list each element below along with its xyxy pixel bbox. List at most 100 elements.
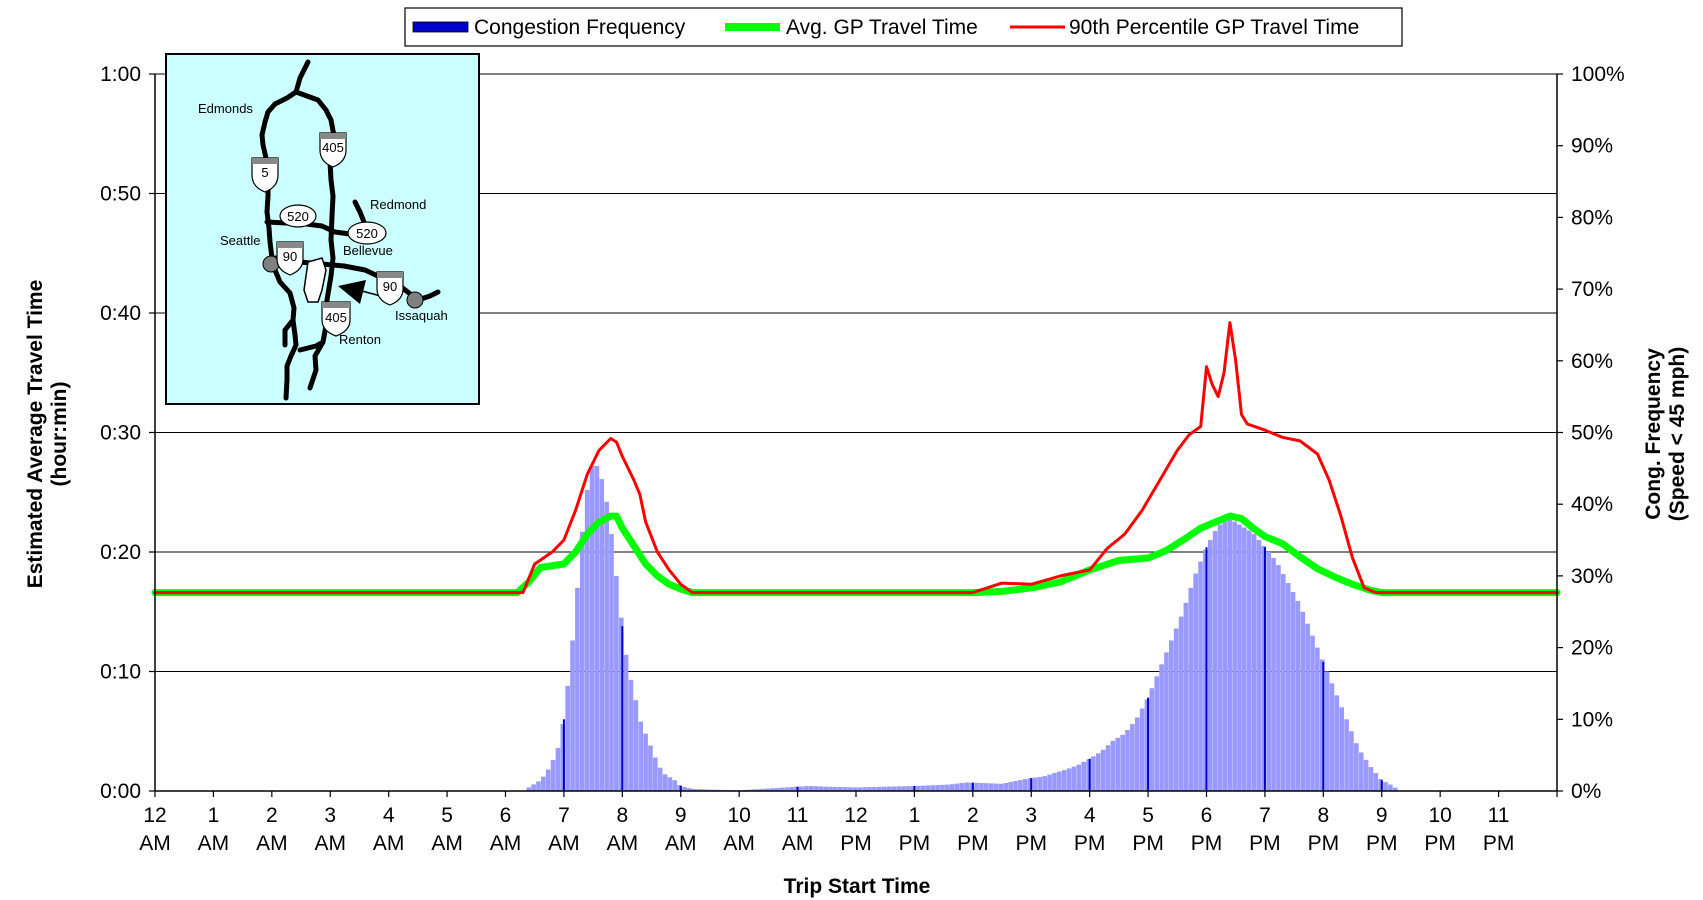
x-tick-label: 10 xyxy=(1428,804,1451,827)
y-right-tick-labels: 0% 10% 20% 30% 40% 50% 60% 70% 80% 90% 100% xyxy=(1571,63,1625,803)
congestion-bar xyxy=(881,786,887,791)
congestion-bar xyxy=(1349,731,1354,791)
congestion-bar xyxy=(901,786,906,791)
congestion-bar xyxy=(1310,635,1315,791)
congestion-bar xyxy=(915,785,921,791)
y-left-axis-title: Estimated Average Travel Time (hour:min) xyxy=(24,280,71,589)
congestion-bar xyxy=(1227,518,1233,791)
congestion-bar xyxy=(1212,531,1218,791)
congestion-bar xyxy=(536,781,541,791)
congestion-bar xyxy=(1139,708,1145,791)
congestion-bar xyxy=(833,786,838,791)
congestion-bar xyxy=(988,783,994,791)
x-tick-label-period: PM xyxy=(840,832,872,855)
congestion-bar xyxy=(1271,557,1276,791)
congestion-bar xyxy=(526,787,532,791)
x-tick-label: 8 xyxy=(616,804,628,827)
congestion-bar xyxy=(1266,552,1271,791)
congestion-bar xyxy=(784,787,790,791)
x-tick-label-period: AM xyxy=(315,832,347,855)
x-tick-label-period: AM xyxy=(490,832,522,855)
congestion-bar xyxy=(862,787,867,791)
x-tick-label: 11 xyxy=(1488,804,1510,827)
destination-marker xyxy=(406,291,424,309)
svg-text:90: 90 xyxy=(283,249,297,264)
congestion-bar xyxy=(1013,781,1018,791)
x-tick-label: 11 xyxy=(787,804,809,827)
x-tick-label-period: PM xyxy=(1424,832,1456,855)
congestion-bar xyxy=(1057,771,1062,791)
x-tick-label: 5 xyxy=(441,804,453,827)
y-right-tick-label: 0% xyxy=(1571,780,1601,803)
congestion-bar xyxy=(1388,784,1393,791)
congestion-bar xyxy=(1052,773,1057,791)
congestion-bar xyxy=(969,782,975,791)
congestion-bar xyxy=(1110,740,1116,791)
svg-text:90: 90 xyxy=(383,279,397,294)
congestion-bar xyxy=(1120,734,1125,791)
x-tick-label-period: AM xyxy=(198,832,230,855)
y-left-tick-label: 0:40 xyxy=(100,302,141,325)
congestion-bar xyxy=(555,747,561,791)
congestion-bar xyxy=(687,788,692,791)
congestion-bar xyxy=(584,489,590,791)
x-tick-label-period: PM xyxy=(1366,832,1398,855)
congestion-bar xyxy=(886,786,892,791)
congestion-bar xyxy=(1222,521,1228,791)
congestion-bar xyxy=(1149,688,1155,791)
congestion-bar xyxy=(764,788,770,791)
congestion-bar xyxy=(847,787,853,791)
congestion-bar xyxy=(1125,730,1130,791)
congestion-bar xyxy=(653,757,658,791)
x-tick-label: 10 xyxy=(727,804,750,827)
congestion-bar xyxy=(803,786,809,791)
congestion-bar xyxy=(1027,778,1033,791)
legend-swatch-avg xyxy=(725,23,780,31)
x-tick-label: 12 xyxy=(143,804,166,827)
x-tick-label: 3 xyxy=(1025,804,1037,827)
congestion-bar xyxy=(1037,777,1043,791)
congestion-bar xyxy=(1115,737,1121,791)
x-tick-label-period: AM xyxy=(782,832,814,855)
x-tick-label: 2 xyxy=(967,804,979,827)
congestion-bar xyxy=(1032,777,1038,791)
svg-text:405: 405 xyxy=(322,140,344,155)
congestion-bar xyxy=(1178,616,1184,791)
x-tick-label-period: PM xyxy=(1483,832,1515,855)
congestion-bar xyxy=(657,767,663,791)
shield-90-east: 90 xyxy=(376,271,404,306)
congestion-bar xyxy=(1066,768,1072,791)
congestion-bar xyxy=(1144,699,1150,791)
congestion-bar xyxy=(828,786,833,791)
congestion-bar xyxy=(1363,759,1369,791)
congestion-bar xyxy=(628,679,634,791)
y-right-tick-label: 60% xyxy=(1571,350,1613,373)
congestion-bar xyxy=(1042,776,1048,791)
shield-520-east: 520 xyxy=(347,221,387,245)
x-tick-label-period: AM xyxy=(723,832,755,855)
x-tick-label: 1 xyxy=(208,804,220,827)
x-tick-label-period: PM xyxy=(1191,832,1223,855)
congestion-bar xyxy=(1003,783,1009,791)
congestion-bar xyxy=(789,787,794,791)
x-tick-label: 7 xyxy=(558,804,570,827)
congestion-bar xyxy=(1368,767,1374,791)
congestion-bar xyxy=(1169,640,1174,791)
congestion-bar xyxy=(808,786,814,791)
x-tick-label-period: AM xyxy=(139,832,171,855)
congestion-bar xyxy=(1047,774,1052,791)
x-tick-label-period: AM xyxy=(373,832,405,855)
svg-text:5: 5 xyxy=(261,165,268,180)
congestion-bar xyxy=(1315,647,1320,791)
x-tick-label: 8 xyxy=(1317,804,1329,827)
congestion-bar xyxy=(1246,530,1252,791)
congestion-bar xyxy=(945,784,950,791)
congestion-bar xyxy=(867,787,872,791)
congestion-bar xyxy=(1305,623,1310,791)
congestion-bar xyxy=(1251,534,1257,791)
legend-label-p90: 90th Percentile GP Travel Time xyxy=(1069,16,1359,39)
congestion-bar xyxy=(579,531,585,791)
x-tick-label-period: PM xyxy=(1249,832,1281,855)
congestion-bar xyxy=(560,724,566,791)
congestion-bar xyxy=(774,787,780,791)
